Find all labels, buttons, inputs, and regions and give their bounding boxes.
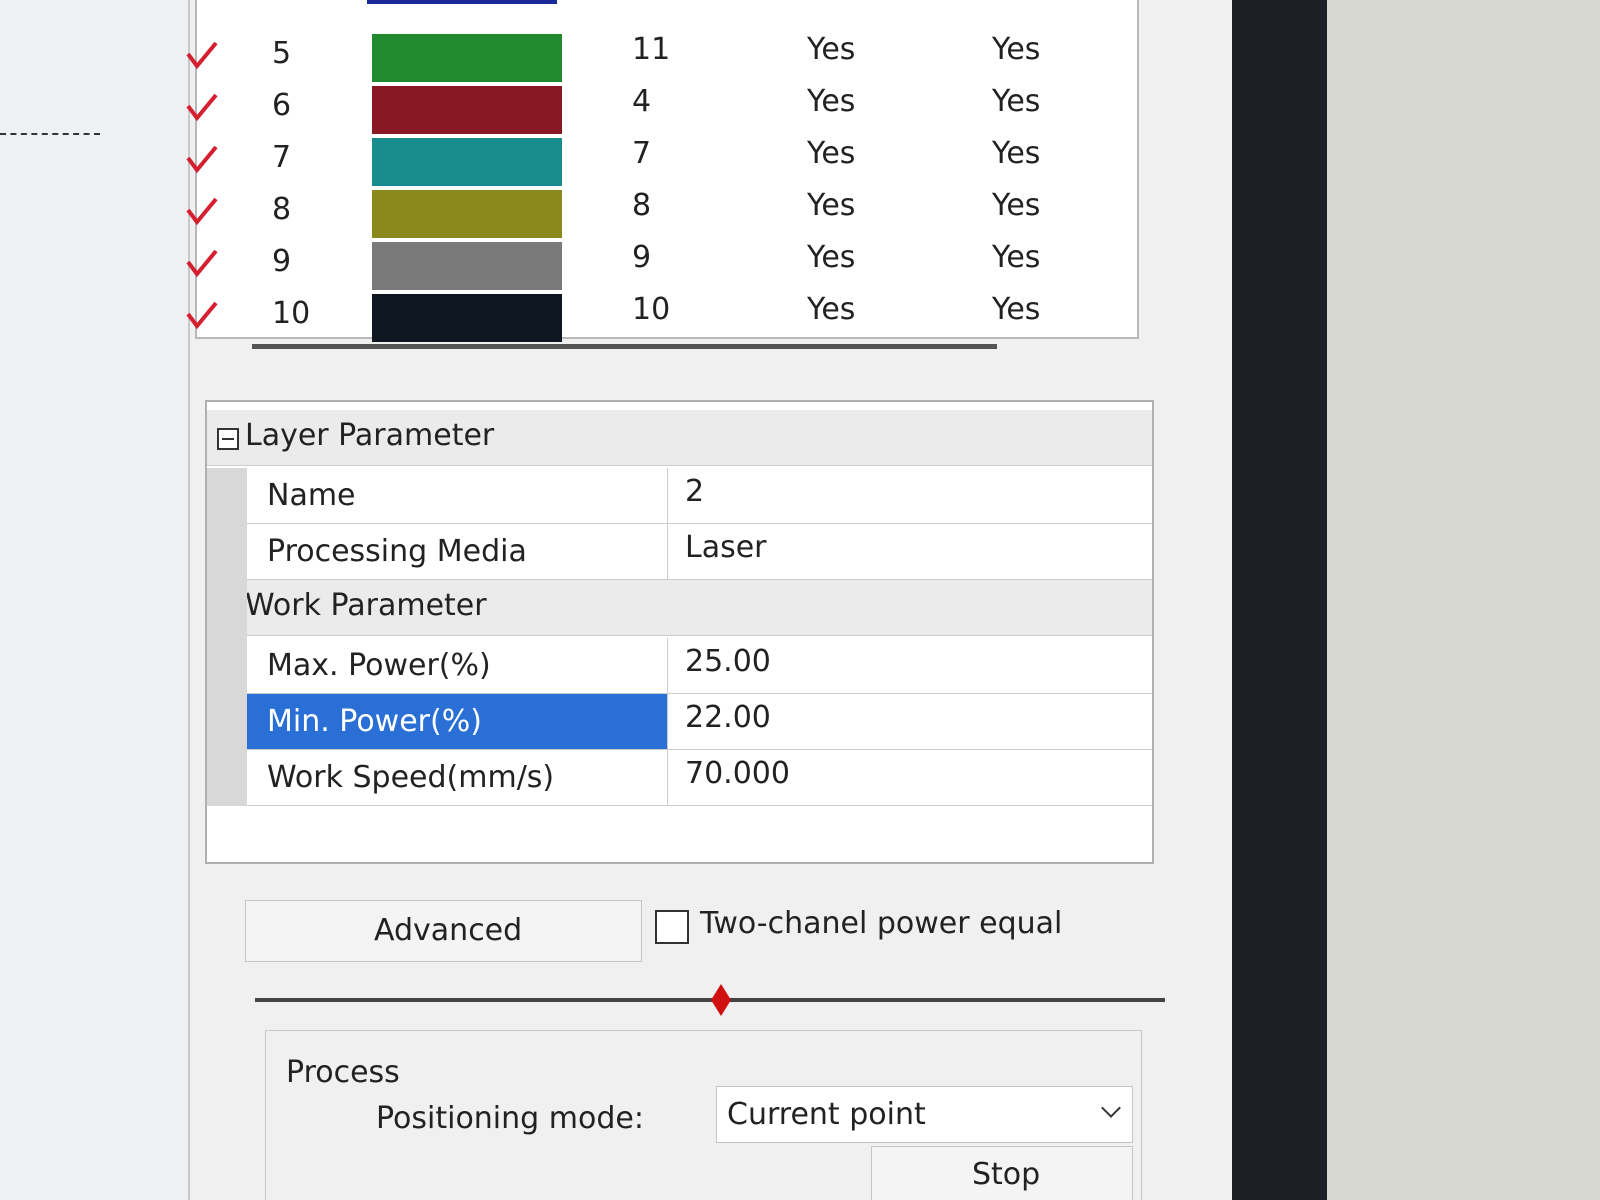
check-icon [186,145,218,174]
property-key: Max. Power(%) [247,638,668,693]
property-value: 25.00 [685,644,771,679]
layer-visible: Yes [992,188,1041,223]
property-label: Work Speed(mm/s) [267,760,555,795]
layer-count: 11 [632,32,671,67]
check-icon [186,93,218,122]
check-icon [186,197,218,226]
property-value: 22.00 [685,700,771,735]
layer-count: 10 [632,292,671,327]
property-value: 2 [685,474,705,509]
advanced-button[interactable]: Advanced [245,900,642,962]
layer-visible: Yes [992,84,1041,119]
layer-swatch [372,294,562,342]
dashed-line [0,133,100,135]
partial-swatch [367,0,557,4]
check-icon [186,249,218,278]
check-mark [185,92,219,122]
expand-icon [217,428,239,450]
property-row: Processing Media Laser [247,524,1152,580]
layer-count: 8 [632,188,652,223]
layer-output: Yes [807,240,856,275]
property-label: Name [267,478,356,513]
property-row: Min. Power(%) 22.00 [247,694,1152,750]
property-value: Laser [685,530,767,565]
layer-number: 6 [272,88,292,123]
layer-swatch [372,86,562,134]
checkbox[interactable] [655,910,689,944]
process-group: Process Positioning mode: Current point … [265,1030,1142,1200]
stop-button[interactable]: Stop [871,1146,1133,1200]
property-label: Min. Power(%) [267,704,482,739]
group-title: Process [286,1055,400,1090]
layer-list: 5 11 Yes Yes 6 4 Yes Yes 7 7 Yes Yes 8 8 Yes Yes 9 9 Yes Ye… [186,0,1139,349]
category-title: Work Parameter [245,588,487,623]
button-label: Advanced [374,913,523,948]
slider-thumb[interactable] [711,984,731,1016]
layer-number: 8 [272,192,292,227]
background-wall [1327,0,1600,1200]
property-key: Name [247,468,668,523]
layer-count: 4 [632,84,652,119]
checkbox-label: Two-chanel power equal [700,906,1063,941]
check-mark [185,40,219,70]
scrollbar [252,344,997,349]
monitor-bezel [1232,0,1327,1200]
layer-visible: Yes [992,240,1041,275]
select[interactable]: Current point [716,1086,1133,1143]
dropdown-arrow [1101,1098,1121,1118]
layer-number: 5 [272,36,292,71]
check-mark [185,248,219,278]
check-mark [185,196,219,226]
property-row: Max. Power(%) 25.00 [247,638,1152,694]
property-value: 70.000 [685,756,790,791]
grid-gutter [207,468,247,806]
category-row: Work Parameter [207,580,1152,636]
property-key: Processing Media [247,524,668,579]
layer-count: 7 [632,136,652,171]
check-icon [186,301,218,330]
check-mark [185,300,219,330]
layer-output: Yes [807,188,856,223]
layer-swatch [372,34,562,82]
field-label: Positioning mode: [376,1101,644,1136]
canvas-area [0,0,190,1200]
layer-number: 10 [272,296,311,331]
property-row: Work Speed(mm/s) 70.000 [247,750,1152,806]
category-title: Layer Parameter [245,418,495,453]
layer-output: Yes [807,84,856,119]
layer-swatch [372,190,562,238]
check-mark [185,144,219,174]
check-icon [186,41,218,70]
property-key: Work Speed(mm/s) [247,750,668,805]
layer-visible: Yes [992,136,1041,171]
layer-swatch [372,138,562,186]
select-value: Current point [727,1097,926,1132]
layer-number: 7 [272,140,292,175]
layer-count: 9 [632,240,652,275]
layer-output: Yes [807,32,856,67]
layer-output: Yes [807,136,856,171]
slider-track [255,998,1165,1002]
category-row: Layer Parameter [207,410,1152,466]
layer-visible: Yes [992,32,1041,67]
property-label: Max. Power(%) [267,648,491,683]
layer-output: Yes [807,292,856,327]
layer-number: 9 [272,244,292,279]
layer-visible: Yes [992,292,1041,327]
property-label: Processing Media [267,534,527,569]
layer-swatch [372,242,562,290]
property-key: Min. Power(%) [247,694,668,749]
property-grid: Layer Parameter Name 2 Processing Media Lase… [205,400,1154,864]
button-label: Stop [972,1157,1041,1192]
property-row: Name 2 [247,468,1152,524]
